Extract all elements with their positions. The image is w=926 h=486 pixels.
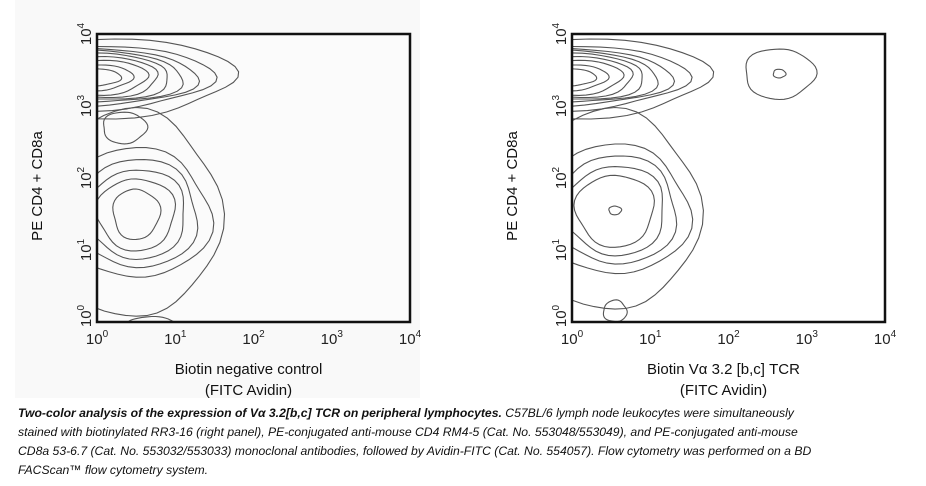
contour-line (127, 315, 176, 322)
contour-line (97, 45, 218, 112)
contour-line (572, 106, 704, 310)
contour-line (573, 174, 655, 248)
contour-line (97, 159, 199, 269)
y-tick-label: 101 (551, 238, 570, 261)
contour-line (97, 68, 123, 87)
plot-frame (95, 32, 412, 324)
y-axis-label: PE CD4 + CD8a (29, 131, 46, 241)
contour-line (97, 55, 159, 99)
x-axis-label: Biotin negative control (175, 361, 323, 378)
contour-line (97, 178, 177, 252)
contour-line (745, 48, 818, 101)
contour-line (97, 49, 184, 103)
x-tick-label: 103 (796, 329, 819, 348)
contour-line (97, 64, 135, 92)
contour-line (572, 68, 598, 87)
y-tick-label: 101 (76, 238, 95, 261)
y-tick-label: 104 (76, 22, 95, 45)
contours (97, 38, 240, 322)
contour-line (572, 64, 610, 92)
x-tick-label: 100 (561, 329, 584, 348)
x-tick-label: 104 (874, 329, 897, 348)
plot-frame (570, 32, 887, 324)
y-tick-label: 103 (76, 94, 95, 117)
figure-caption: Two-color analysis of the expression of … (18, 404, 818, 480)
flow-cytometry-plots: 100 100 101 101 102 102 103 103 104 104 Biotin neg… (29, 22, 897, 399)
plot-area (572, 34, 885, 322)
contour-line (97, 169, 185, 261)
contour-line (572, 166, 663, 257)
contour-line (572, 143, 694, 275)
contour-line (572, 55, 634, 99)
contour-line (97, 106, 226, 317)
contour-line (103, 111, 149, 145)
contours (572, 38, 818, 322)
y-tick-label: 102 (76, 166, 95, 189)
contour-line (97, 38, 240, 120)
contour-line (602, 299, 628, 322)
contour-line (572, 52, 643, 100)
contour-line (572, 45, 693, 112)
y-tick-label: 103 (551, 94, 570, 117)
contour-line (97, 147, 215, 278)
contour-line (772, 68, 787, 79)
contour-line (572, 59, 625, 96)
x-axis-sublabel: (FITC Avidin) (680, 382, 767, 399)
x-tick-label: 102 (242, 329, 265, 348)
caption-body: C57BL/6 lymph node leukocytes were simul… (18, 406, 812, 477)
contour-line (572, 48, 676, 107)
y-axis-label: PE CD4 + CD8a (504, 131, 521, 241)
x-tick-label: 100 (86, 329, 109, 348)
contour-line (572, 155, 678, 265)
contour-line (97, 59, 150, 96)
caption-title: Two-color analysis of the expression of … (18, 406, 502, 420)
x-tick-label: 102 (717, 329, 740, 348)
x-axis-sublabel: (FITC Avidin) (205, 382, 292, 399)
y-tick-label: 100 (551, 304, 570, 327)
y-tick-label: 102 (551, 166, 570, 189)
contour-line (112, 188, 162, 241)
x-axis-label: Biotin Vα 3.2 [b,c] TCR (647, 361, 800, 378)
x-tick-label: 101 (164, 329, 187, 348)
y-tick-label: 100 (76, 304, 95, 327)
x-tick-label: 101 (639, 329, 662, 348)
plot-1: 100 100 101 101 102 102 103 103 104 104 Biotin neg… (29, 22, 422, 399)
x-tick-label: 103 (321, 329, 344, 348)
contour-line (97, 52, 168, 100)
plot-area (97, 34, 410, 322)
contour-line (572, 49, 659, 103)
plot-2: 100 100 101 101 102 102 103 103 104 104 Biotin Vα … (504, 22, 897, 399)
y-tick-label: 104 (551, 22, 570, 45)
contour-line (97, 48, 201, 107)
contour-line (572, 38, 715, 120)
x-tick-label: 104 (399, 329, 422, 348)
contour-line (608, 205, 623, 216)
